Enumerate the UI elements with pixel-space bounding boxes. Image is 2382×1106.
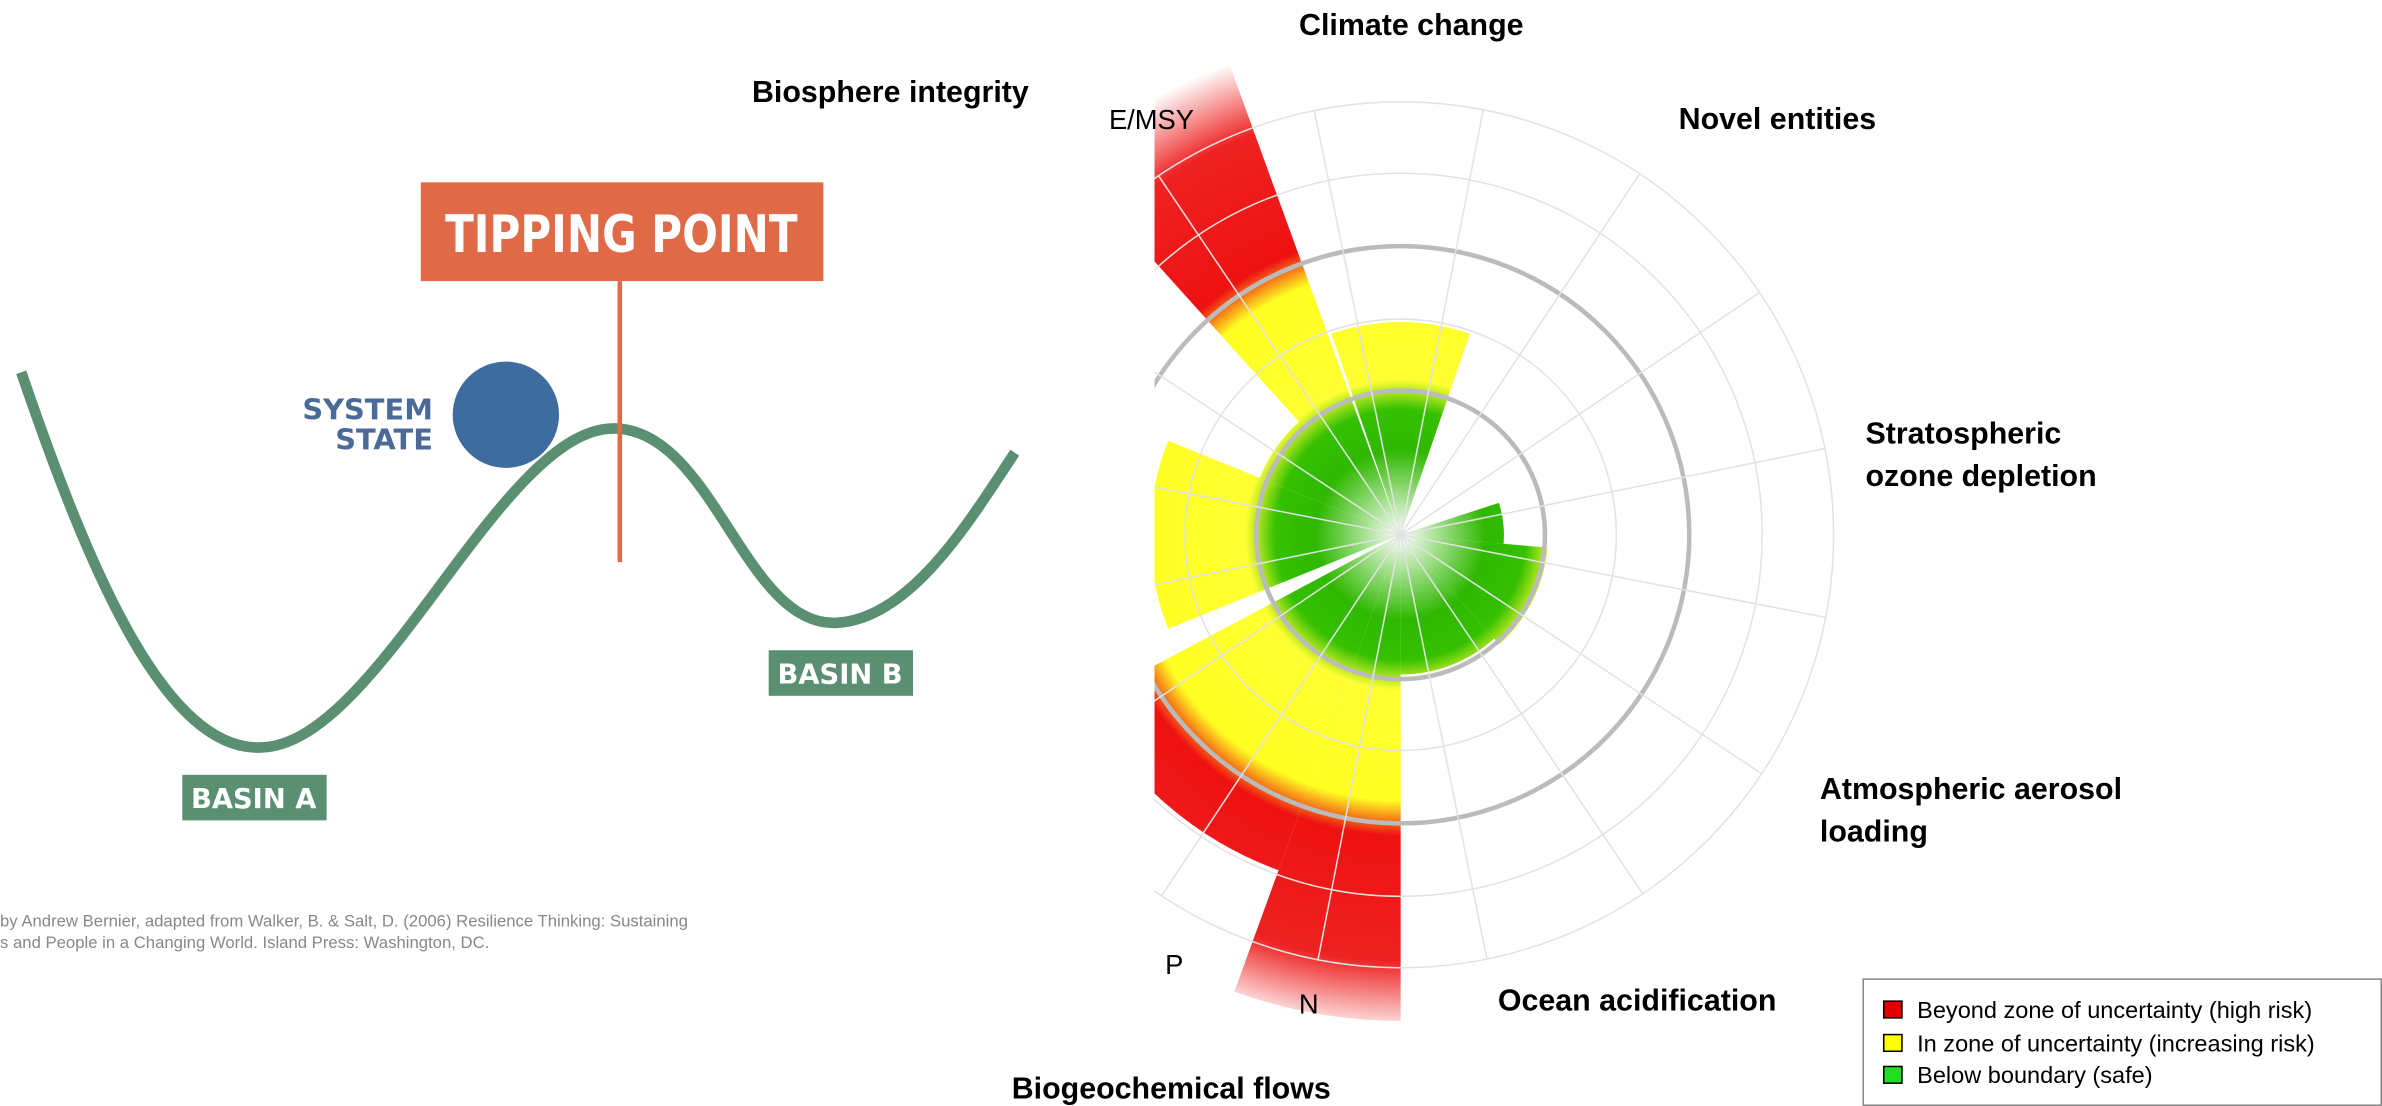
- sub-label: P: [1165, 949, 1183, 980]
- system-ball: [453, 362, 559, 468]
- caption: by Andrew Bernier, adapted from Walker, …: [0, 912, 688, 931]
- legend-label: In zone of uncertainty (increasing risk): [1917, 1030, 2315, 1056]
- boundary-label: Biogeochemical flows: [1012, 1071, 1331, 1105]
- boundary-label: Novel entities: [1679, 102, 1877, 136]
- sub-label: N: [1299, 988, 1319, 1019]
- boundary-label: Stratospheric: [1865, 417, 2061, 451]
- basin-b: BASIN B: [778, 660, 903, 691]
- boundary-label: ozone depletion: [1865, 459, 2096, 493]
- basin-a: BASIN A: [191, 784, 317, 815]
- boundary-chart: [968, 64, 1834, 1021]
- legend-label: Below boundary (safe): [1917, 1062, 2152, 1088]
- page: Tipping point and planetary boundaries {…: [0, 0, 2382, 1106]
- boundary-label: Atmospheric aerosol: [1820, 772, 2122, 806]
- system-label: SYSTEM: [302, 392, 433, 426]
- caption: s and People in a Changing World. Island…: [0, 933, 489, 952]
- boundary-label: Climate change: [1299, 8, 1524, 42]
- body: TIPPING POINT SYSTEM STATE BASIN B BASIN…: [0, 0, 2382, 1106]
- legend-swatch: [1884, 1001, 1902, 1018]
- sub-label: E/MSY: [1109, 104, 1194, 135]
- boundary-label: Ocean acidification: [1498, 983, 1777, 1017]
- tipping-title: TIPPING POINT: [445, 205, 797, 265]
- system-label: STATE: [335, 423, 433, 457]
- legend-swatch: [1884, 1066, 1902, 1083]
- legend-swatch: [1884, 1035, 1902, 1052]
- boundary-label: Biosphere integrity: [752, 75, 1029, 109]
- legend-label: Beyond zone of uncertainty (high risk): [1917, 997, 2312, 1023]
- canvas: TIPPING POINT SYSTEM STATE BASIN B BASIN…: [0, 0, 2382, 1106]
- boundary-label: loading: [1820, 815, 1928, 849]
